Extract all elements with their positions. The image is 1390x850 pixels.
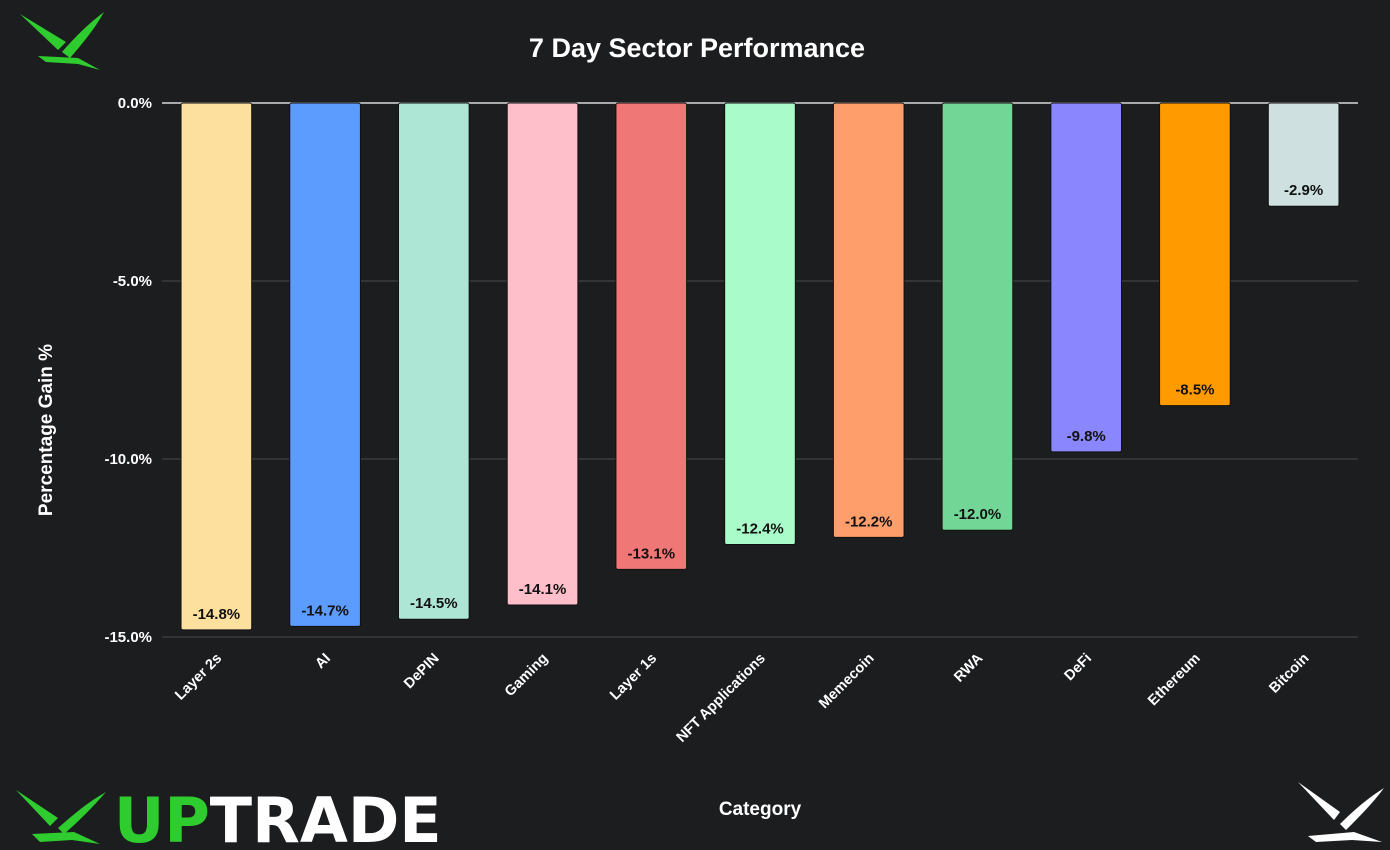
bar: [832, 102, 905, 538]
x-tick-label: Bitcoin: [1266, 651, 1312, 697]
x-tick-label: DeFi: [1061, 651, 1095, 685]
data-label: -2.9%: [1284, 182, 1323, 199]
brand-wordmark: UPTRADE: [114, 784, 442, 850]
data-label: -13.1%: [628, 545, 676, 562]
data-label: -14.1%: [519, 581, 567, 598]
x-tick-label: Memecoin: [816, 651, 877, 712]
wordmark-up: UP: [114, 784, 210, 850]
bird-corner-icon: [1298, 782, 1384, 842]
bar: [1159, 102, 1231, 407]
y-tick-label: -5.0%: [113, 273, 152, 290]
x-tick-label: Layer 1s: [607, 651, 660, 704]
x-tick-label: Layer 2s: [172, 651, 225, 704]
x-axis-title: Category: [719, 799, 802, 820]
data-labels: -14.8% -14.7% -14.5% -14.1% -13.1% -12.4% -12.…: [193, 182, 1324, 623]
bar: [1050, 102, 1123, 453]
x-tick-label: AI: [312, 651, 334, 673]
wordmark-trade: TRADE: [210, 784, 442, 850]
bar: [506, 102, 579, 606]
y-axis: 0.0% -5.0% -10.0% -15.0%: [104, 95, 152, 646]
bar: [1267, 102, 1340, 207]
bar: [397, 102, 470, 620]
x-axis: Layer 2s AI DePIN Gaming Layer 1s NFT Applica…: [172, 650, 1312, 746]
data-label: -14.8%: [193, 606, 241, 623]
x-tick-label: DePIN: [401, 651, 443, 693]
y-tick-label: -15.0%: [104, 629, 152, 646]
data-label: -12.0%: [954, 506, 1002, 523]
x-tick-label: Ethereum: [1145, 651, 1204, 710]
bar: [941, 102, 1014, 531]
y-tick-label: -10.0%: [104, 451, 152, 468]
bars: [180, 102, 1340, 631]
bar: [180, 102, 253, 631]
data-label: -12.2%: [845, 513, 893, 530]
x-tick-label: NFT Applications: [674, 651, 769, 746]
bar: [615, 102, 688, 570]
data-label: -14.7%: [301, 602, 349, 619]
x-tick-label: RWA: [951, 650, 986, 685]
y-tick-label: 0.0%: [118, 95, 152, 112]
data-label: -12.4%: [736, 520, 784, 537]
data-label: -8.5%: [1175, 382, 1214, 399]
data-label: -9.8%: [1067, 428, 1106, 445]
data-label: -14.5%: [410, 595, 458, 612]
chart-title: 7 Day Sector Performance: [529, 33, 865, 63]
bird-logo-icon: [20, 12, 104, 70]
bar: [289, 102, 361, 627]
x-tick-label: Gaming: [502, 651, 551, 700]
brand-bird-icon: [16, 790, 106, 844]
bar: [724, 102, 796, 545]
y-axis-title: Percentage Gain %: [36, 344, 57, 516]
